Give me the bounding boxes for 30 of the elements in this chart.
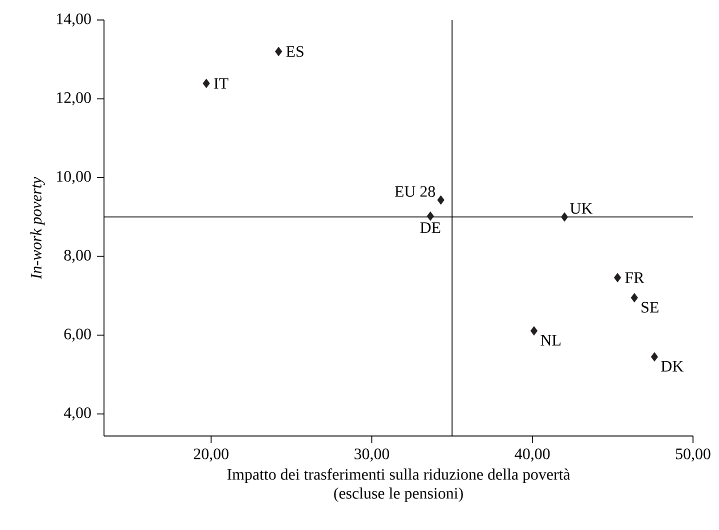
annotation: SE (642, 302, 658, 313)
annotation: DE (420, 222, 440, 233)
annotation: IT (214, 78, 228, 89)
point (614, 272, 622, 282)
annotation: NL (540, 335, 560, 346)
point (560, 212, 568, 222)
x-axis-title: Impatto dei trasferimenti sulla riduzione della povertà (escluse le pensioni) (227, 468, 570, 502)
y-tick-label: 14,00 (57, 13, 91, 27)
point (530, 326, 538, 336)
x-tick-label: 40,00 (514, 448, 550, 462)
y-tick-label: 4,00 (64, 407, 91, 420)
point (426, 211, 434, 221)
point (650, 352, 658, 362)
x-tick-label: 20,00 (194, 448, 228, 462)
annotation: UK (570, 203, 593, 214)
y-tick-label: 12,00 (57, 92, 91, 106)
point (275, 46, 282, 56)
y-tick-label: 8,00 (64, 250, 91, 263)
point (630, 293, 638, 302)
y-tick-label: 6,00 (64, 328, 91, 342)
point (437, 195, 444, 205)
x-tick-label: 50,00 (676, 448, 710, 462)
y-tick-label: 10,00 (57, 171, 91, 184)
annotation: EU 28 (394, 186, 436, 197)
x-tick-label: 30,00 (354, 448, 390, 462)
point (202, 78, 210, 88)
annotation: DK (661, 361, 684, 372)
y-axis-title: In-work poverty (30, 176, 45, 280)
annotation: ES (286, 46, 304, 57)
annotation: FR (625, 272, 644, 283)
